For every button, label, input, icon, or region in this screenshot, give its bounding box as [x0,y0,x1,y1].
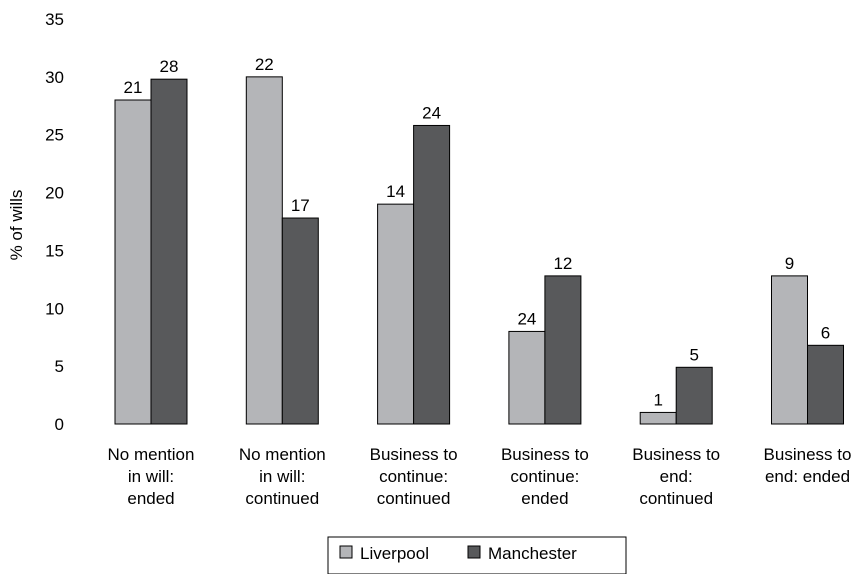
y-tick-label: 15 [45,241,64,260]
bar-liverpool-2 [377,203,415,425]
bar-liverpool-4 [639,411,677,425]
bar-manchester-5 [807,344,844,425]
legend-swatch-liverpool [339,545,353,559]
category-label-1: No mention in will: continued [239,445,326,508]
y-tick-label: 25 [45,126,64,145]
y-tick-label: 5 [55,357,64,376]
bar-manchester-4 [675,366,713,425]
bar-liverpool-3 [508,330,546,425]
y-tick-label: 10 [45,299,64,318]
bar-liverpool-5 [771,275,808,425]
category-label-5: Business to end: ended [764,445,852,486]
data-label-liverpool-5: 9 [785,254,794,273]
data-label-liverpool-2: 14 [386,182,405,201]
y-tick-labels: 0 5 10 15 20 25 30 35 [45,10,64,434]
data-label-liverpool-1: 22 [255,55,274,74]
y-tick-label: 0 [55,415,64,434]
y-axis-label: % of wills [7,190,26,261]
bar-manchester-1 [281,217,319,425]
y-tick-label: 35 [45,10,64,29]
data-label-liverpool-3: 24 [517,309,536,328]
data-label-manchester-5: 6 [821,323,830,342]
category-label-3: Business to continue: ended [501,445,589,508]
bar-manchester-3 [544,275,582,425]
legend-swatch-manchester [467,545,481,559]
y-tick-label: 30 [45,68,64,87]
bar-manchester-2 [413,124,451,425]
bar-manchester-0 [150,78,188,425]
legend-label-liverpool: Liverpool [360,544,429,563]
category-label-2: Business to continue: continued [370,445,458,508]
data-label-manchester-2: 24 [422,103,441,122]
data-label-liverpool-0: 21 [124,78,143,97]
data-label-manchester-3: 12 [553,254,572,273]
y-tick-label: 20 [45,184,64,203]
bars [114,76,844,425]
data-label-liverpool-4: 1 [653,390,662,409]
category-labels: No mention in will: ended No mention in will… [108,445,852,508]
data-label-manchester-4: 5 [689,345,698,364]
bar-liverpool-1 [245,76,283,425]
legend: Liverpool Manchester [327,536,627,574]
data-label-manchester-1: 17 [291,196,310,215]
bar-liverpool-0 [114,99,152,425]
legend-label-manchester: Manchester [488,544,577,563]
category-label-0: No mention in will: ended [108,445,195,508]
category-label-4: Business to end: continued [632,445,720,508]
data-labels: 21 22 14 24 1 9 28 17 24 12 5 6 [124,55,831,410]
data-label-manchester-0: 28 [160,57,179,76]
